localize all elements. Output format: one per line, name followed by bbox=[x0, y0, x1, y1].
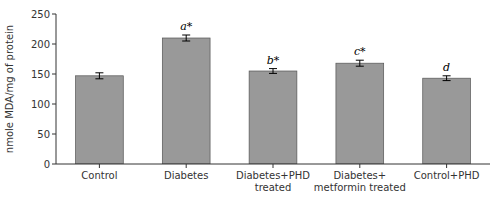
y-tick-label: 50 bbox=[37, 129, 50, 140]
x-tick-label: Control bbox=[81, 170, 117, 181]
x-tick bbox=[99, 164, 100, 168]
y-tick bbox=[52, 104, 56, 105]
y-tick bbox=[52, 14, 56, 15]
annotation: d bbox=[443, 61, 450, 74]
bar bbox=[423, 78, 471, 164]
annotation: a* bbox=[180, 20, 193, 33]
x-tick-label: Diabetes+metformin treated bbox=[314, 170, 406, 193]
x-tick-label: Diabetes bbox=[164, 170, 208, 181]
annotation: c* bbox=[354, 45, 366, 58]
x-tick-label: Diabetes+PHDtreated bbox=[236, 170, 310, 193]
error-bar-stem bbox=[359, 60, 360, 66]
y-tick bbox=[52, 164, 56, 165]
error-bar bbox=[443, 76, 451, 81]
y-tick-label: 250 bbox=[31, 9, 50, 20]
y-tick-label: 200 bbox=[31, 39, 50, 50]
error-bar-stem bbox=[186, 35, 187, 41]
error-bar-cap bbox=[182, 41, 190, 42]
error-bar-stem bbox=[99, 73, 100, 79]
error-bar-cap bbox=[269, 68, 277, 69]
bar bbox=[76, 76, 124, 164]
error-bar bbox=[269, 69, 277, 74]
x-tick bbox=[273, 164, 274, 168]
y-tick bbox=[52, 134, 56, 135]
x-axis: Control Diabetes Diabetes+PHDtreatedDiabet… bbox=[56, 164, 490, 193]
error-bar bbox=[356, 60, 364, 66]
y-axis-label: nmole MDA/mg of protein bbox=[4, 25, 15, 153]
y-tick bbox=[52, 74, 56, 75]
error-bar bbox=[182, 35, 190, 41]
error-bar-cap bbox=[95, 78, 103, 79]
x-tick bbox=[186, 164, 187, 168]
x-tick-label: Control+PHD bbox=[414, 170, 480, 181]
error-bar-stem bbox=[273, 69, 274, 74]
bar bbox=[249, 71, 297, 164]
y-axis-line bbox=[56, 14, 57, 164]
chart-container: 0 50 100 150 200 250 nmole MDA/mg of protein a*… bbox=[0, 0, 500, 198]
error-bar-cap bbox=[443, 80, 451, 81]
x-tick bbox=[446, 164, 447, 168]
annotation: b* bbox=[267, 54, 280, 67]
y-tick bbox=[52, 44, 56, 45]
error-bar-cap bbox=[443, 75, 451, 76]
error-bar bbox=[95, 73, 103, 79]
y-axis: 0 50 100 150 200 250 bbox=[31, 9, 56, 170]
y-tick-label: 0 bbox=[44, 159, 50, 170]
chart: 0 50 100 150 200 250 nmole MDA/mg of protein a*… bbox=[0, 0, 500, 198]
error-bar-stem bbox=[446, 76, 447, 81]
error-bar-cap bbox=[356, 60, 364, 61]
bar bbox=[336, 63, 384, 164]
y-tick-label: 150 bbox=[31, 69, 50, 80]
error-bar-cap bbox=[182, 35, 190, 36]
error-bar-cap bbox=[95, 72, 103, 73]
bar bbox=[162, 38, 210, 164]
error-bar-cap bbox=[356, 66, 364, 67]
y-tick-label: 100 bbox=[31, 99, 50, 110]
error-bar-cap bbox=[269, 73, 277, 74]
bars bbox=[76, 35, 471, 164]
x-tick bbox=[359, 164, 360, 168]
